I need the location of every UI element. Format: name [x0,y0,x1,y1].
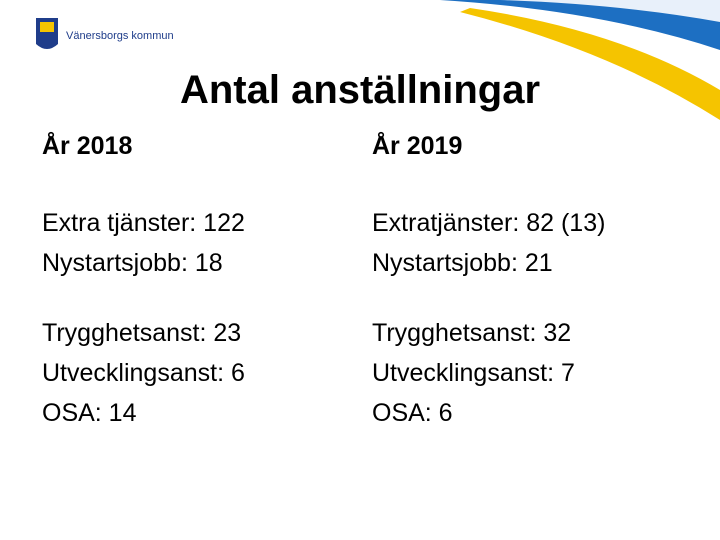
text-line: Trygghetsanst: 32 [372,319,572,347]
column-heading: År 2018 [42,132,133,160]
text-line: Nystartsjobb: 21 [372,249,553,277]
column: År 2018 Extra tjänster: 122 Nystartsjobb… [42,130,245,433]
logo-text: Vänersborgs kommun [66,30,174,42]
text-line: Extratjänster: 82 (13) [372,209,606,237]
decoration [36,0,720,120]
text-line: OSA: 14 [42,399,137,427]
text-line: Utvecklingsanst: 6 [42,359,245,387]
column: År 2019 Extratjänster: 82 (13) Nystartsj… [372,130,605,433]
column-heading: År 2019 [372,132,463,160]
text-line: Nystartsjobb: 18 [42,249,223,277]
text-line: Trygghetsanst: 23 [42,319,242,347]
text-line: Extra tjänster: 122 [42,209,245,237]
text-line: OSA: 6 [372,399,453,427]
title: Antal anställningar [179,68,541,112]
text-line: Utvecklingsanst: 7 [372,359,575,387]
